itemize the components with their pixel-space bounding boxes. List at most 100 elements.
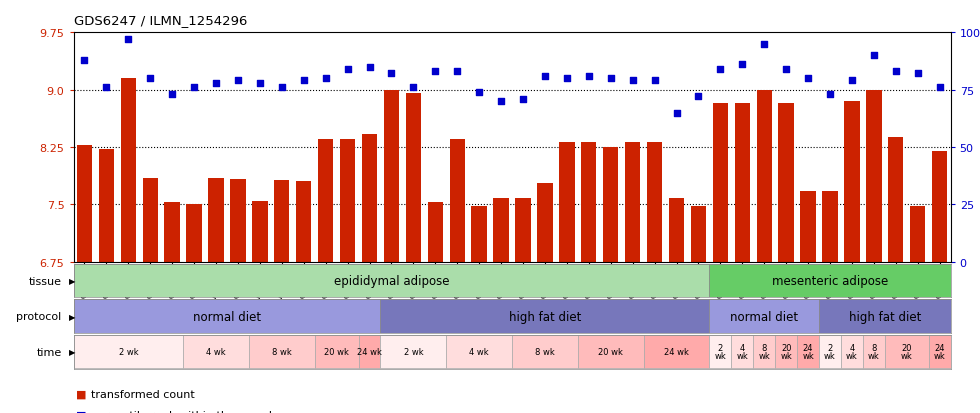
Bar [910,206,925,262]
Bar [731,336,754,368]
Bar [710,264,951,298]
Bar [775,336,797,368]
Text: 20
wk: 20 wk [901,344,912,360]
Bar [74,264,710,298]
Bar [274,180,289,262]
Point [186,85,202,91]
Bar [471,206,487,262]
Bar [450,140,465,262]
Bar [318,140,333,262]
Point [99,85,115,91]
Text: 24
wk: 24 wk [803,344,814,360]
Text: 8 wk: 8 wk [535,347,555,356]
Bar [384,90,399,262]
Point [493,99,509,105]
Bar [249,336,315,368]
Point [471,89,487,96]
Bar [844,102,859,262]
Point [559,76,574,82]
Bar [625,142,640,262]
Bar [296,182,312,262]
Bar [183,336,249,368]
Bar [560,142,574,262]
Bar [691,206,707,262]
Bar [888,138,904,262]
Text: 2 wk: 2 wk [404,347,423,356]
Text: 2
wk: 2 wk [714,344,726,360]
Bar [406,94,421,262]
Bar [863,336,885,368]
Point [165,92,180,98]
Bar [866,90,882,262]
Bar [647,142,662,262]
Point [340,66,356,73]
Bar [735,104,750,262]
Point [318,76,333,82]
Text: transformed count: transformed count [91,389,195,399]
Point [252,80,268,87]
Point [625,78,641,85]
Bar [537,183,553,262]
Point [822,92,838,98]
Bar [819,336,841,368]
Text: ▶: ▶ [69,276,75,285]
Text: ▶: ▶ [69,347,75,356]
Bar [74,299,380,333]
Point [406,85,421,91]
Bar [929,336,951,368]
Text: high fat diet: high fat diet [849,310,921,323]
Bar [121,79,136,262]
Point [757,41,772,48]
Bar [76,145,92,262]
Bar [252,201,268,262]
Point [383,71,399,78]
Text: 20 wk: 20 wk [324,347,349,356]
Point [801,76,816,82]
Bar [644,336,710,368]
Bar [801,191,815,262]
Point [362,64,377,71]
Bar [932,152,948,262]
Point [603,76,618,82]
Point [230,78,246,85]
Bar [74,336,183,368]
Bar [380,336,446,368]
Bar [712,104,728,262]
Point [866,53,882,59]
Bar [603,147,618,262]
Text: 24 wk: 24 wk [664,347,689,356]
Bar [754,336,775,368]
Point [778,66,794,73]
Point [932,85,948,91]
Point [888,69,904,75]
Point [647,78,662,85]
Bar [513,336,578,368]
Point [909,71,925,78]
Point [274,85,290,91]
Bar [797,336,819,368]
Point [121,37,136,43]
Bar [446,336,512,368]
Point [208,80,223,87]
Bar [362,135,377,262]
Text: ■: ■ [76,410,87,413]
Point [668,110,684,116]
Bar [841,336,863,368]
Text: normal diet: normal diet [193,310,261,323]
Text: ▶: ▶ [69,312,75,321]
Bar [668,199,684,262]
Text: time: time [36,347,62,357]
Bar [186,205,202,262]
Point [844,78,859,85]
Bar [581,142,597,262]
Bar [142,178,158,262]
Text: 4 wk: 4 wk [469,347,489,356]
Text: 8
wk: 8 wk [868,344,880,360]
Text: normal diet: normal diet [730,310,799,323]
Text: 20
wk: 20 wk [780,344,792,360]
Text: ■: ■ [76,389,87,399]
Text: 8
wk: 8 wk [759,344,770,360]
Text: 24
wk: 24 wk [934,344,946,360]
Text: mesenteric adipose: mesenteric adipose [772,274,888,287]
Bar [819,299,951,333]
